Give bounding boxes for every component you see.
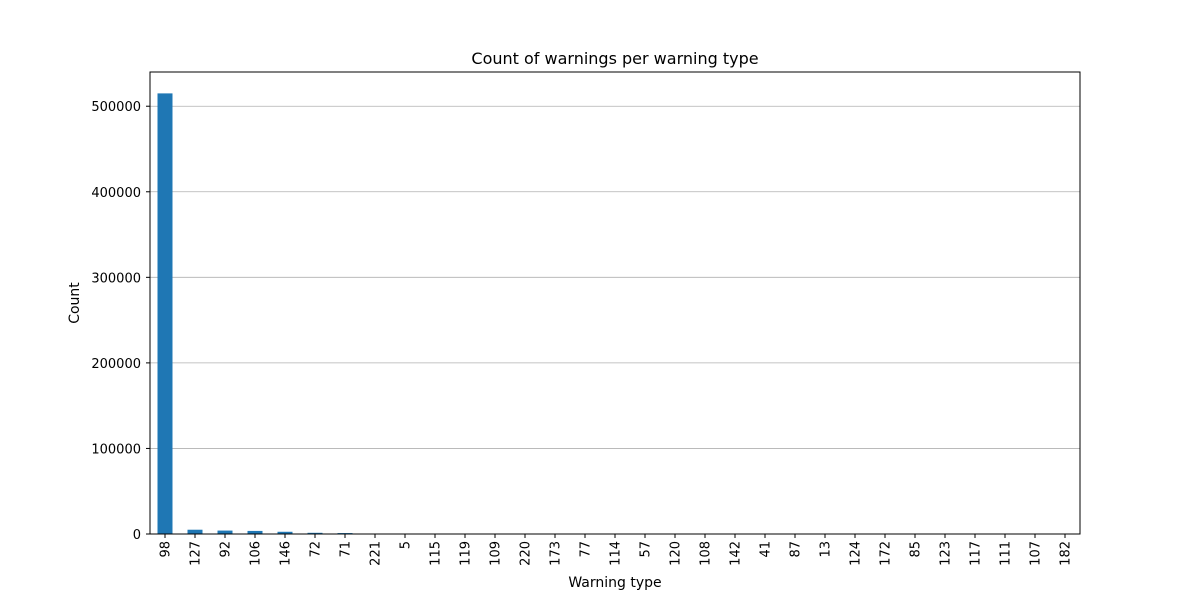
x-tick-label: 172 [879,541,894,566]
bar [188,530,203,534]
x-tick-label: 111 [999,541,1014,566]
x-tick-label: 117 [969,541,984,566]
x-tick-label: 87 [789,541,804,558]
bar [158,93,173,534]
x-tick-label: 98 [159,541,174,558]
x-tick-label: 5 [399,541,414,549]
x-tick-label: 220 [519,541,534,566]
y-tick-label: 0 [133,528,141,543]
x-tick-label: 182 [1059,541,1074,566]
x-tick-label: 106 [249,541,264,566]
bar [218,531,233,534]
x-tick-label: 114 [609,541,624,566]
x-tick-label: 13 [819,541,834,558]
x-tick-label: 146 [279,541,294,566]
x-tick-label: 41 [759,541,774,558]
y-tick-label: 400000 [91,186,141,201]
x-tick-label: 115 [429,541,444,566]
x-tick-label: 173 [549,541,564,566]
x-tick-label: 85 [909,541,924,558]
x-tick-label: 127 [189,541,204,566]
y-tick-label: 500000 [91,100,141,115]
x-tick-label: 107 [1029,541,1044,566]
x-tick-label: 72 [309,541,324,558]
x-tick-label: 108 [699,541,714,566]
x-tick-label: 124 [849,541,864,566]
y-tick-label: 300000 [91,271,141,286]
x-tick-label: 120 [669,541,684,566]
x-tick-label: 142 [729,541,744,566]
x-tick-label: 92 [219,541,234,558]
x-tick-label: 77 [579,541,594,558]
chart-title: Count of warnings per warning type [471,49,758,68]
x-tick-label: 221 [369,541,384,566]
x-tick-label: 123 [939,541,954,566]
x-tick-label: 109 [489,541,504,566]
y-tick-label: 100000 [91,442,141,457]
y-axis-label: Count [67,282,83,324]
x-tick-label: 71 [339,541,354,558]
x-axis-label: Warning type [568,575,661,591]
x-tick-label: 57 [639,541,654,558]
y-tick-label: 200000 [91,357,141,372]
x-tick-label: 119 [459,541,474,566]
